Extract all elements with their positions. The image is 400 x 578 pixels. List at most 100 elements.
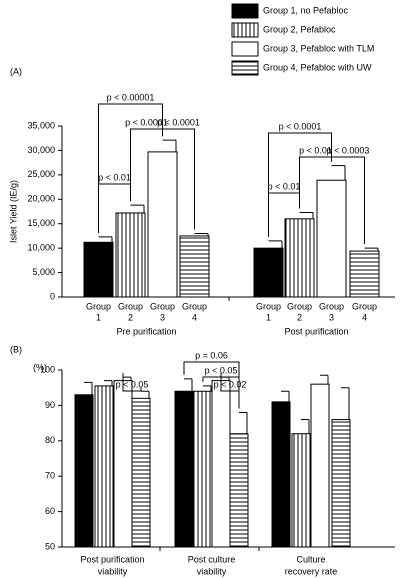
y-tick-label: 0 — [50, 291, 55, 301]
category-label: Pre purification — [116, 326, 176, 336]
bar-label: Group — [182, 301, 207, 311]
bar-label: 2 — [297, 312, 302, 322]
legend-label: Group 3, Pefabloc with TLM — [263, 43, 374, 53]
legend-swatch — [231, 41, 259, 57]
y-tick-label: 30,000 — [27, 145, 55, 155]
y-tick-label: 100 — [40, 364, 55, 374]
bar — [271, 401, 291, 548]
error-bar — [123, 376, 132, 381]
bar-label: Group — [118, 301, 143, 311]
y-tick-label: 80 — [45, 435, 55, 445]
significance-label: p < 0.0003 — [327, 145, 370, 155]
bar — [115, 212, 146, 298]
error-bar — [194, 232, 209, 236]
legend-swatch — [231, 60, 259, 76]
significance-label: p < 0.01 — [98, 172, 131, 182]
significance-bracket — [220, 373, 240, 409]
error-bar — [98, 236, 113, 243]
legend-swatch — [231, 3, 259, 19]
y-tick-label: 25,000 — [27, 169, 55, 179]
bar-label: 2 — [128, 312, 133, 322]
significance-bracket — [162, 128, 195, 230]
bar-label: 4 — [192, 312, 197, 322]
legend-swatch — [231, 22, 259, 38]
error-bar — [331, 165, 346, 181]
bar-label: Group — [352, 301, 377, 311]
significance-label: p < 0.0001 — [279, 121, 322, 131]
y-tick-label: 35,000 — [27, 120, 55, 130]
bar-label: 3 — [160, 312, 165, 322]
category-label: Post purification — [80, 554, 144, 564]
bar — [229, 433, 249, 548]
y-tick-label: 15,000 — [27, 218, 55, 228]
bar — [131, 397, 151, 548]
bar — [316, 179, 347, 298]
category-label: viability — [197, 566, 227, 576]
bar — [74, 394, 94, 548]
y-tick-label: 70 — [45, 471, 55, 481]
significance-bracket — [268, 132, 332, 237]
y-tick-label: 10,000 — [27, 243, 55, 253]
bar-label: Group — [86, 301, 111, 311]
y-tick-label: 60 — [45, 506, 55, 516]
significance-label: p < 0.02 — [214, 379, 247, 389]
significance-label: p = 0.06 — [195, 350, 228, 360]
bar-label: 1 — [266, 312, 271, 322]
error-bar — [104, 380, 113, 386]
bar — [94, 385, 114, 548]
legend-label: Group 1, no Pefabloc — [263, 5, 349, 15]
error-bar — [341, 387, 350, 420]
bar — [331, 419, 351, 548]
y-tick-label: 90 — [45, 400, 55, 410]
bar-label: 1 — [96, 312, 101, 322]
bar — [211, 380, 231, 548]
error-bar — [301, 419, 310, 434]
significance-bracket — [122, 373, 142, 392]
bar-label: Group — [150, 301, 175, 311]
error-bar — [130, 204, 145, 213]
category-label: Culture — [296, 554, 325, 564]
category-label: Post culture — [188, 554, 236, 564]
category-label: recovery rate — [285, 566, 338, 576]
error-bar — [281, 390, 290, 402]
error-bar — [141, 390, 150, 399]
significance-label: p < 0.05 — [116, 379, 149, 389]
error-bar — [299, 211, 314, 219]
bar — [349, 250, 380, 298]
significance-label: p < 0.05 — [205, 365, 238, 375]
bar — [310, 383, 330, 548]
error-bar — [203, 385, 212, 392]
bar-label: Group — [256, 301, 281, 311]
legend-label: Group 4, Pefabloc with UW — [263, 62, 372, 72]
error-bar — [162, 139, 177, 152]
error-bar — [364, 247, 379, 252]
bar — [113, 380, 133, 548]
y-axis-label: (%) — [33, 362, 47, 372]
error-bar — [239, 411, 248, 434]
y-tick-label: 20,000 — [27, 194, 55, 204]
bar — [253, 247, 284, 298]
bar-label: Group — [287, 301, 312, 311]
significance-bracket — [331, 156, 365, 245]
error-bar — [84, 381, 93, 395]
bar — [147, 151, 178, 298]
bar — [83, 241, 114, 298]
bar-label: Group — [319, 301, 344, 311]
significance-label: p < 0.0001 — [157, 117, 200, 127]
bar-label: 3 — [329, 312, 334, 322]
error-bar — [184, 378, 193, 392]
legend-label: Group 2, Pefabloc — [263, 24, 336, 34]
category-label: viability — [98, 566, 128, 576]
y-axis-label: Islet Yield (IE/g) — [8, 180, 18, 243]
bar — [284, 218, 315, 298]
significance-bracket — [98, 103, 163, 233]
error-bar — [320, 374, 329, 385]
panel-label: (B) — [10, 344, 22, 354]
bar — [179, 235, 210, 298]
panel-label: (A) — [10, 66, 22, 76]
bar — [174, 390, 194, 548]
y-tick-label: 50 — [45, 541, 55, 551]
significance-label: p < 0.01 — [268, 181, 301, 191]
error-bar — [268, 240, 283, 249]
